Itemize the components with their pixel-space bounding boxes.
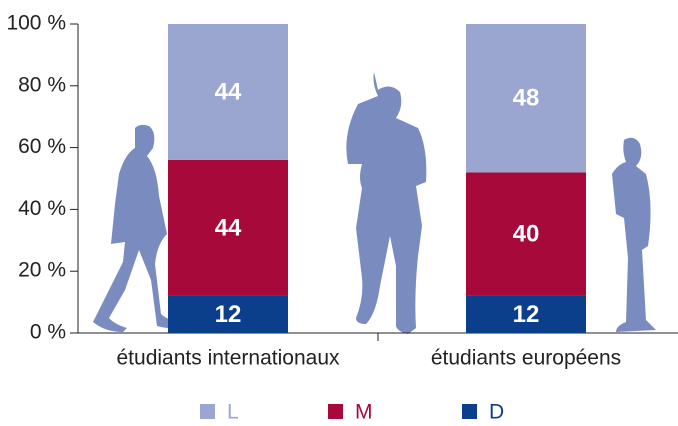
bar-segment (466, 172, 586, 296)
y-tick-label: 0 % (30, 321, 66, 344)
y-tick-label: 40 % (18, 197, 66, 220)
legend-swatch (462, 404, 477, 419)
legend-label: L (227, 401, 239, 424)
x-tick-label: étudiants européens (431, 347, 621, 370)
y-tick-label: 60 % (18, 135, 66, 158)
data-label: 12 (215, 301, 242, 328)
y-tick-label: 20 % (18, 259, 66, 282)
y-tick-label: 80 % (18, 73, 66, 96)
bar-segment (466, 24, 586, 173)
legend-label: D (489, 401, 504, 424)
bar-segment (168, 24, 288, 160)
bar-segment (168, 295, 288, 333)
silhouettes (93, 72, 656, 334)
bar-segment (466, 295, 586, 333)
data-label: 12 (513, 301, 540, 328)
y-tick-label: 100 % (6, 12, 66, 35)
data-label: 44 (215, 78, 242, 105)
legend-swatch (328, 404, 343, 419)
data-label: 48 (513, 85, 540, 112)
legend-label: M (355, 401, 373, 424)
data-label: 40 (513, 220, 540, 247)
silhouette (612, 137, 656, 332)
silhouette (346, 72, 427, 334)
legend-swatch (200, 404, 215, 419)
x-tick-label: étudiants internationaux (117, 347, 340, 370)
silhouette (93, 124, 191, 332)
data-label: 44 (215, 214, 242, 241)
bar-segment (168, 159, 288, 296)
